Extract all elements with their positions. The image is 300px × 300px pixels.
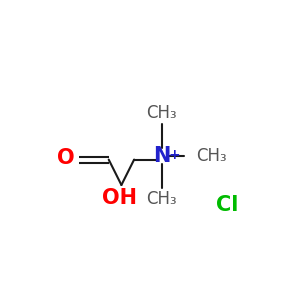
Text: CH₃: CH₃ [146, 190, 177, 208]
Text: +: + [168, 148, 180, 162]
Text: CH₃: CH₃ [146, 104, 177, 122]
Text: N: N [153, 146, 170, 166]
Text: CH₃: CH₃ [196, 147, 227, 165]
Text: Cl: Cl [217, 195, 239, 214]
Text: OH: OH [102, 188, 136, 208]
Text: O: O [57, 148, 75, 168]
